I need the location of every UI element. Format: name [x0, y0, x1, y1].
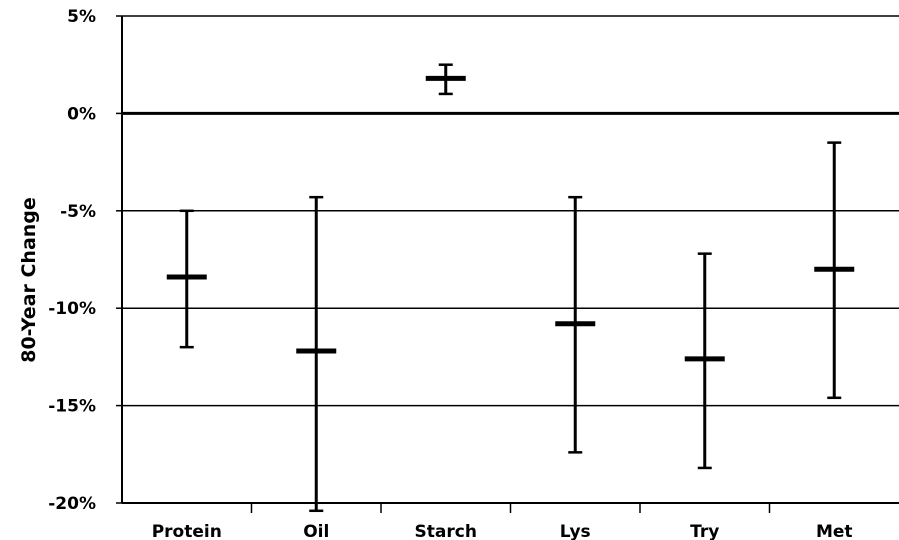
- x-category-label: Lys: [560, 522, 591, 540]
- x-category-label: Starch: [415, 522, 477, 540]
- gridlines: [122, 15, 899, 407]
- x-category-label: Oil: [303, 522, 329, 540]
- y-axis-title: 80-Year Change: [18, 197, 40, 363]
- y-tick-label: -15%: [48, 397, 96, 417]
- axes: [116, 15, 899, 513]
- y-tick-label: 5%: [67, 7, 96, 27]
- y-tick-label: 0%: [67, 104, 96, 124]
- x-category-label: Protein: [152, 522, 222, 540]
- error-bars: [166, 63, 855, 513]
- y-tick-label: -20%: [48, 494, 96, 514]
- y-tick-label: -10%: [48, 299, 96, 319]
- x-category-label: Try: [690, 522, 719, 540]
- y-tick-label: -5%: [60, 202, 96, 222]
- x-category-label: Met: [816, 522, 853, 540]
- x-category-labels: Protein Oil Starch Lys Try Met: [152, 522, 853, 540]
- y-tick-labels: 5% 0% -5% -10% -15% -20%: [48, 7, 96, 514]
